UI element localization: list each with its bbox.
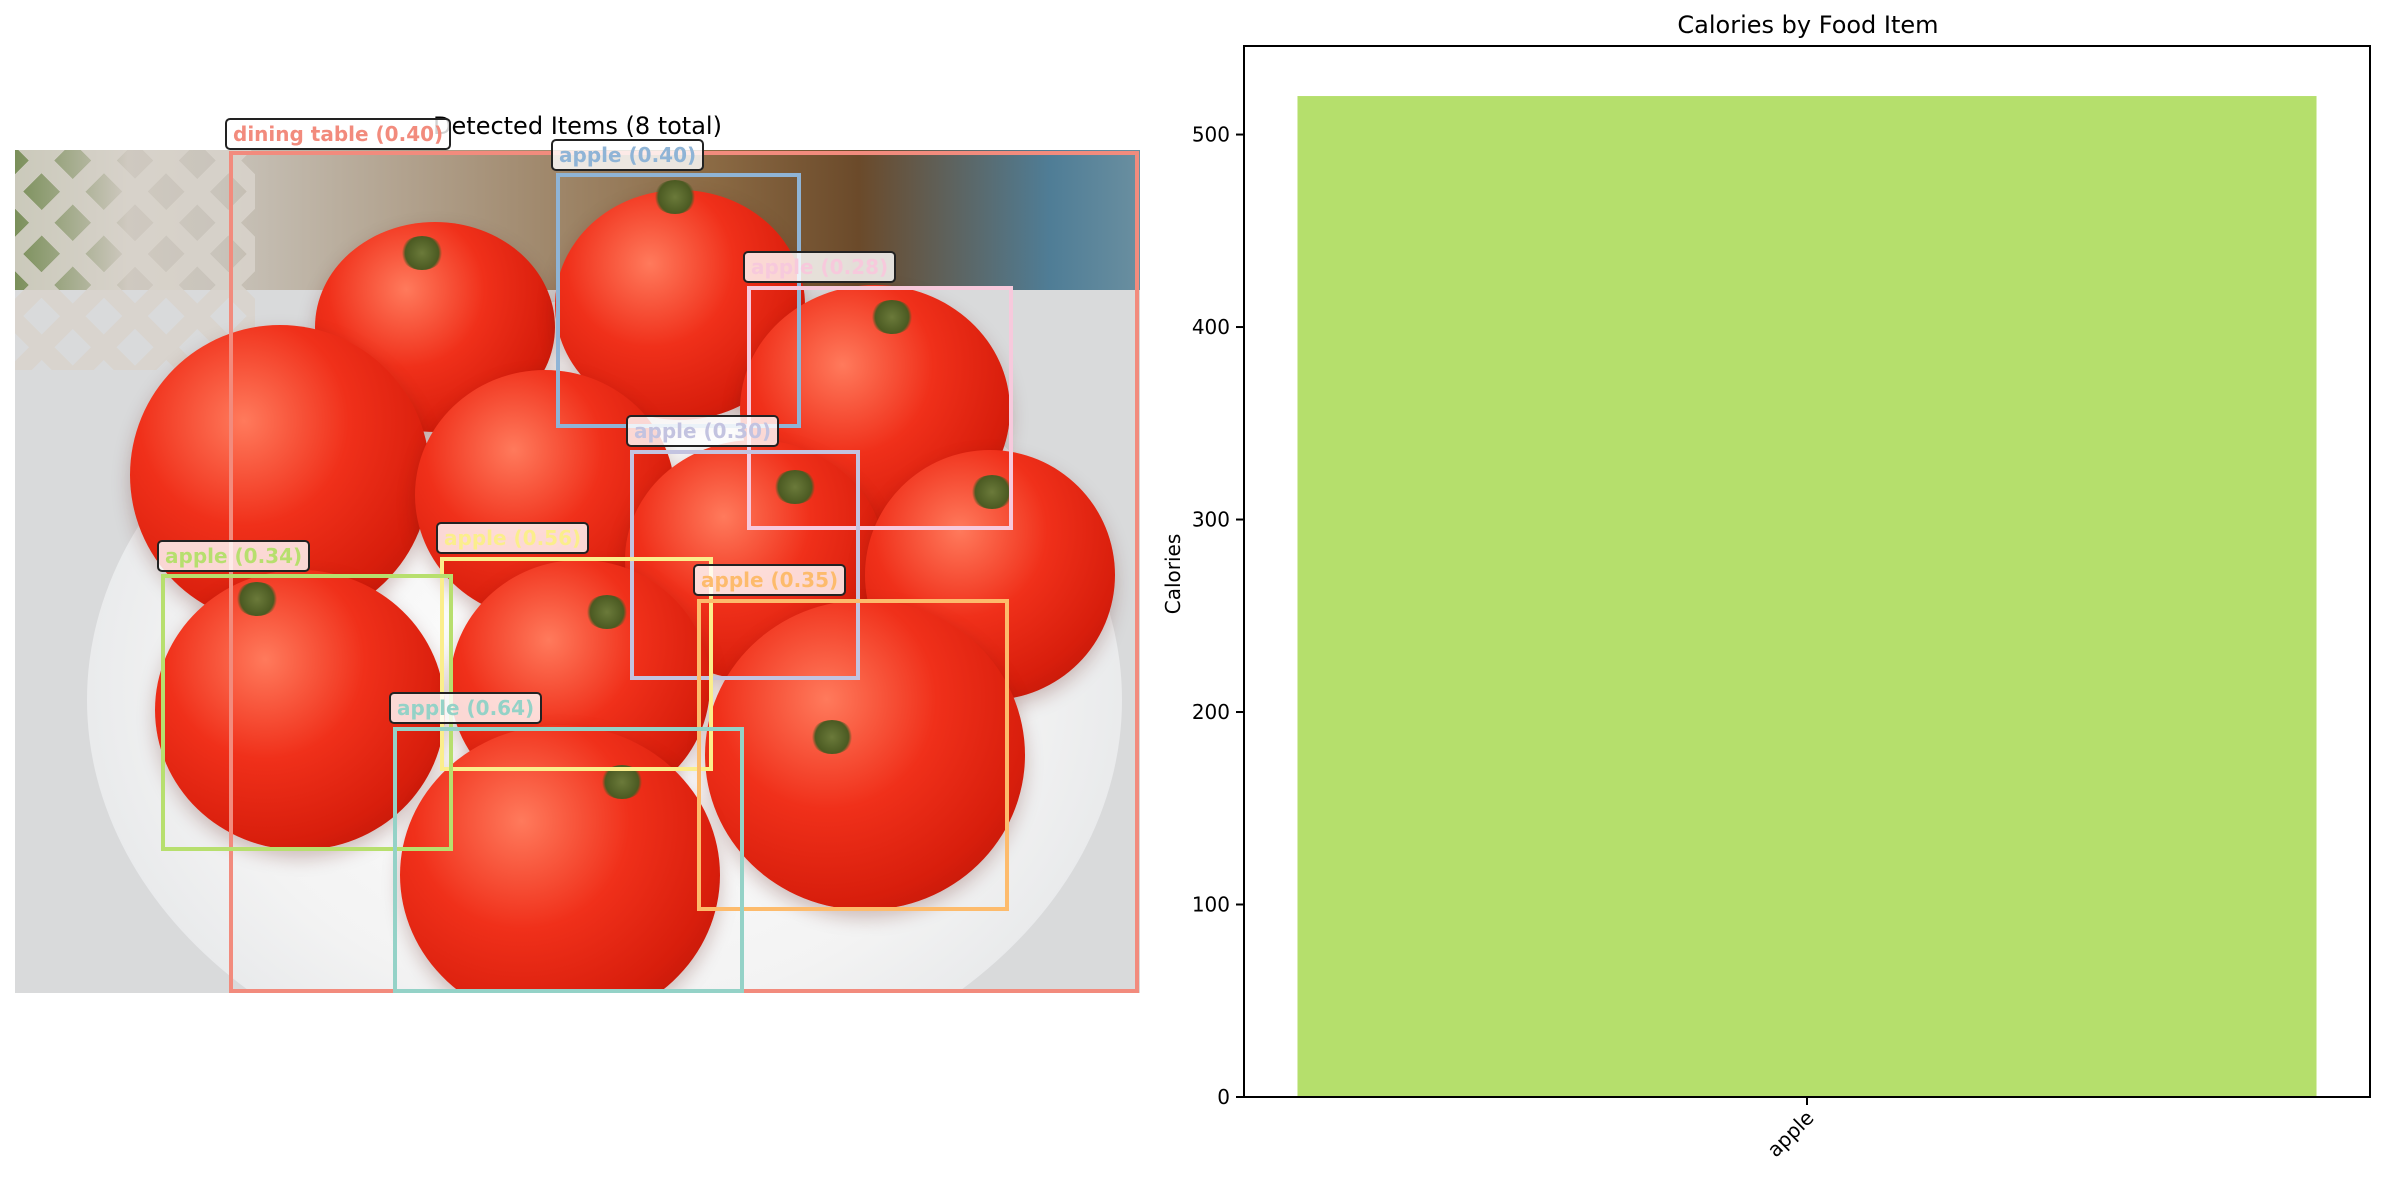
bbox-label: apple (0.56): [436, 522, 590, 554]
bbox-label: dining table (0.40): [225, 118, 452, 150]
bbox-label: apple (0.64): [389, 692, 543, 724]
photo-tomato-stem: [400, 236, 444, 270]
y-tick-label: 300: [1192, 508, 1230, 532]
chart-title: Calories by Food Item: [1677, 11, 1938, 39]
y-tick-label: 400: [1192, 315, 1230, 339]
photo-tomato-stem: [585, 595, 629, 629]
photo-tomato-stem: [235, 582, 279, 616]
bbox-apple: [393, 727, 744, 993]
photo-tomato-stem: [810, 720, 854, 754]
bbox-apple: [440, 557, 713, 771]
photo-tomato-stem: [653, 180, 697, 214]
bbox-label: apple (0.35): [693, 564, 847, 596]
y-tick-label: 500: [1192, 123, 1230, 147]
photo-tomato-stem: [970, 475, 1014, 509]
bar-apple: [1297, 96, 2317, 1098]
bbox-label: apple (0.40): [551, 139, 705, 171]
plot-frame: [1243, 45, 2371, 1098]
bbox-label: apple (0.34): [157, 540, 311, 572]
bbox-apple: [630, 450, 860, 680]
photo-lattice-fence: [15, 150, 255, 370]
y-axis-label: Calories: [1161, 534, 1185, 615]
bbox-apple: [697, 599, 1009, 911]
bbox-apple: [747, 286, 1013, 530]
photo-tomato: [705, 600, 1025, 910]
y-tick-label: 0: [1217, 1085, 1230, 1109]
detection-title: Detected Items (8 total): [433, 112, 722, 140]
bbox-label: apple (0.28): [743, 251, 897, 283]
photo-tomato-stem: [870, 300, 914, 334]
bbox-label: apple (0.30): [626, 415, 780, 447]
y-tick-label: 100: [1192, 893, 1230, 917]
photo-tomato-stem: [773, 470, 817, 504]
y-tick-label: 200: [1192, 700, 1230, 724]
x-tick-label: apple: [1762, 1106, 1818, 1162]
